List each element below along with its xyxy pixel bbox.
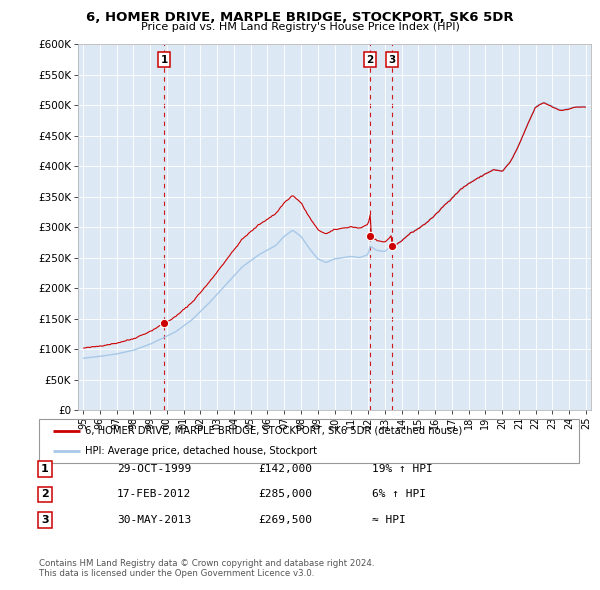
Text: 3: 3 xyxy=(388,55,395,65)
Text: 2: 2 xyxy=(367,55,374,65)
Text: 6% ↑ HPI: 6% ↑ HPI xyxy=(372,490,426,499)
Text: ≈ HPI: ≈ HPI xyxy=(372,515,406,525)
Text: £285,000: £285,000 xyxy=(258,490,312,499)
Text: 6, HOMER DRIVE, MARPLE BRIDGE, STOCKPORT, SK6 5DR (detached house): 6, HOMER DRIVE, MARPLE BRIDGE, STOCKPORT… xyxy=(85,426,462,436)
Text: 6, HOMER DRIVE, MARPLE BRIDGE, STOCKPORT, SK6 5DR: 6, HOMER DRIVE, MARPLE BRIDGE, STOCKPORT… xyxy=(86,11,514,24)
Text: HPI: Average price, detached house, Stockport: HPI: Average price, detached house, Stoc… xyxy=(85,446,317,456)
Text: This data is licensed under the Open Government Licence v3.0.: This data is licensed under the Open Gov… xyxy=(39,569,314,578)
Text: 3: 3 xyxy=(41,515,49,525)
Text: Price paid vs. HM Land Registry's House Price Index (HPI): Price paid vs. HM Land Registry's House … xyxy=(140,22,460,32)
Text: 17-FEB-2012: 17-FEB-2012 xyxy=(117,490,191,499)
Text: 2: 2 xyxy=(41,490,49,499)
Text: 19% ↑ HPI: 19% ↑ HPI xyxy=(372,464,433,474)
Text: £142,000: £142,000 xyxy=(258,464,312,474)
Text: 29-OCT-1999: 29-OCT-1999 xyxy=(117,464,191,474)
Text: Contains HM Land Registry data © Crown copyright and database right 2024.: Contains HM Land Registry data © Crown c… xyxy=(39,559,374,568)
Text: 1: 1 xyxy=(41,464,49,474)
Text: 1: 1 xyxy=(160,55,167,65)
Text: 30-MAY-2013: 30-MAY-2013 xyxy=(117,515,191,525)
Text: £269,500: £269,500 xyxy=(258,515,312,525)
